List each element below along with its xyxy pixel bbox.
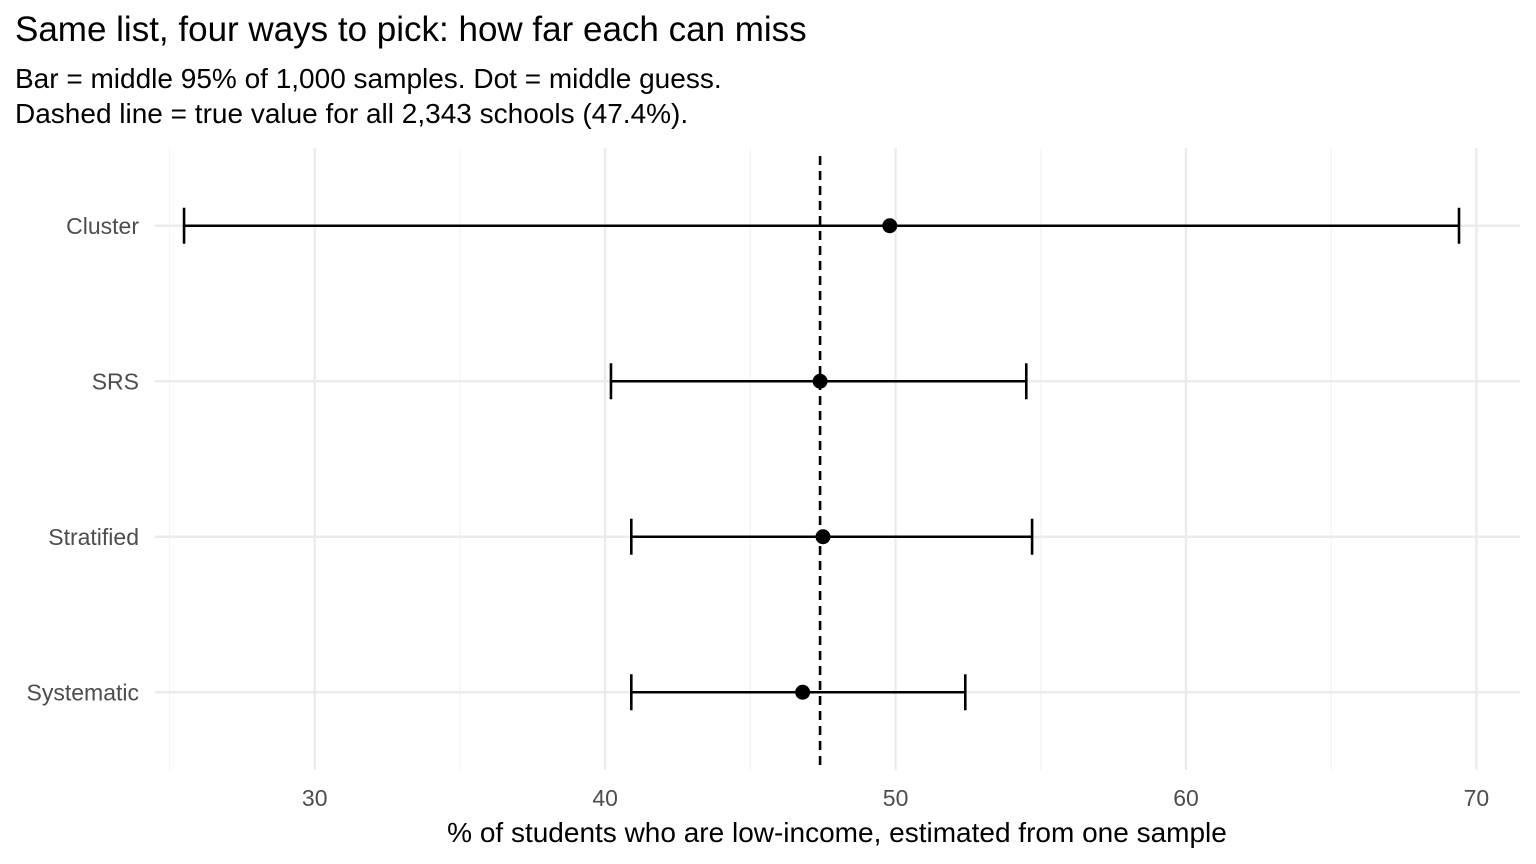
x-tick-label: 50: [883, 785, 909, 811]
y-tick-label: Cluster: [66, 213, 139, 239]
x-axis-title: % of students who are low-income, estima…: [447, 817, 1227, 848]
median-point: [795, 684, 811, 700]
major-gridlines: [155, 148, 1520, 770]
x-tick-label: 60: [1173, 785, 1199, 811]
minor-gridlines: [168, 148, 1332, 770]
x-tick-label: 40: [592, 785, 618, 811]
y-tick-label: Stratified: [48, 524, 139, 550]
chart-title: Same list, four ways to pick: how far ea…: [15, 10, 807, 49]
median-point: [812, 373, 828, 389]
median-point: [882, 218, 898, 234]
median-point: [815, 529, 831, 545]
y-tick-label: Systematic: [27, 679, 139, 705]
y-tick-label: SRS: [92, 368, 139, 394]
x-tick-label: 70: [1464, 785, 1490, 811]
y-axis-labels: Systematic Stratified SRS Cluster: [27, 213, 140, 706]
chart-subtitle-line-2: Dashed line = true value for all 2,343 s…: [15, 98, 689, 129]
x-tick-label: 30: [302, 785, 328, 811]
x-axis-labels: 30 40 50 60 70: [302, 785, 1489, 811]
chart-subtitle-line-1: Bar = middle 95% of 1,000 samples. Dot =…: [15, 63, 722, 94]
chart-marks: [182, 156, 1461, 770]
